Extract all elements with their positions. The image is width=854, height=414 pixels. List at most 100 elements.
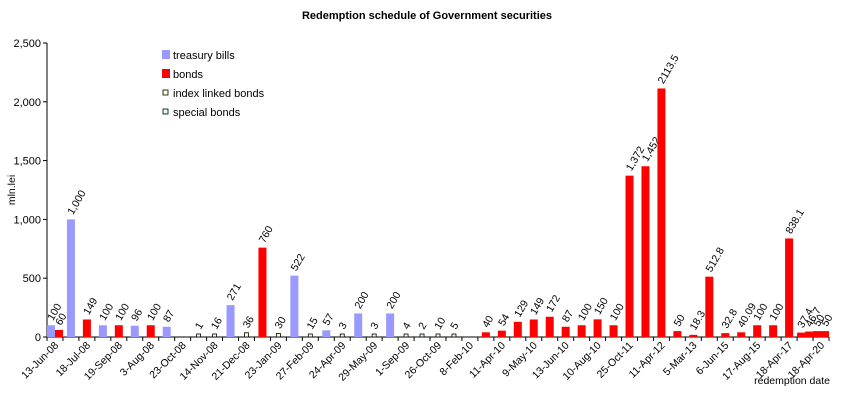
data-label: 3: [336, 320, 349, 331]
bar: [258, 247, 267, 337]
bar: [403, 333, 409, 338]
x-axis-title: redemption date: [754, 375, 830, 387]
bar: [689, 334, 698, 337]
bar: [737, 332, 746, 337]
bar: [813, 331, 822, 337]
data-label: 50: [811, 312, 827, 328]
data-label: 50: [672, 312, 688, 328]
data-label: 200: [352, 290, 371, 311]
bar: [497, 330, 506, 337]
legend-label: treasury bills: [173, 50, 235, 62]
legend-label: index linked bonds: [173, 88, 265, 100]
bar: [386, 313, 395, 337]
data-label: 54: [496, 312, 512, 328]
data-label: 36: [241, 314, 257, 330]
bar: [797, 332, 806, 337]
bar: [162, 326, 171, 337]
bar: [641, 166, 650, 337]
bar: [769, 325, 778, 337]
data-label: 271: [225, 281, 244, 302]
data-label: 522: [289, 252, 308, 273]
bar: [244, 332, 249, 338]
bar: [561, 326, 570, 337]
data-label: 150: [592, 296, 611, 317]
legend-swatch: [162, 69, 170, 78]
legend-label: special bonds: [173, 107, 241, 119]
bar: [226, 305, 235, 337]
bar: [705, 276, 714, 337]
legend-swatch: [162, 89, 169, 96]
data-label: 16: [209, 315, 225, 331]
data-label: 4: [400, 320, 413, 331]
plot-area: 05001,0001,5002,0002,50013-Jun-0818-Jul-…: [13, 38, 835, 384]
data-label: 100: [113, 301, 132, 322]
bar: [66, 219, 75, 337]
bar: [435, 333, 441, 338]
data-label: 18.3: [688, 309, 709, 333]
bar: [339, 333, 345, 338]
data-label: 30: [273, 315, 289, 331]
bar: [673, 331, 682, 337]
data-label: 200: [384, 290, 403, 311]
bar: [721, 333, 730, 337]
data-label: 512.8: [704, 245, 728, 274]
bar: [609, 325, 618, 337]
legend-label: bonds: [173, 69, 203, 81]
bar: [82, 319, 91, 337]
data-label: 2113.5: [656, 53, 682, 86]
data-label: 172: [544, 293, 563, 314]
bar: [354, 313, 363, 337]
data-label: 5: [448, 320, 461, 331]
bar: [451, 333, 457, 338]
data-label: 10: [432, 315, 448, 331]
data-label: 1,000: [65, 188, 89, 217]
bar: [146, 325, 155, 337]
chart-title: Redemption schedule of Government securi…: [302, 10, 552, 22]
bar: [577, 325, 586, 337]
data-label: 1: [193, 320, 206, 331]
bar: [371, 333, 377, 338]
bar: [785, 238, 794, 337]
bar: [545, 316, 554, 337]
y-tick-label: 0: [35, 332, 41, 344]
bar: [513, 321, 522, 337]
y-tick-label: 1,500: [13, 156, 41, 168]
y-tick-label: 2,500: [13, 38, 41, 50]
bar: [322, 330, 331, 337]
bar: [753, 325, 762, 337]
bar: [290, 275, 299, 337]
data-label: 100: [767, 301, 786, 322]
data-label: 2: [416, 320, 429, 331]
legend-swatch: [162, 50, 170, 59]
data-label: 838.1: [783, 207, 807, 236]
data-label: 40: [480, 314, 496, 330]
bar: [130, 325, 139, 337]
bar: [276, 333, 281, 338]
y-tick-label: 2,000: [13, 97, 41, 109]
bar: [625, 175, 634, 337]
data-label: 60: [53, 311, 69, 327]
bar: [481, 332, 490, 337]
data-label: 87: [560, 308, 576, 324]
x-category-label: 5-Mar-13: [661, 340, 700, 379]
legend: treasury bills bonds index linked bonds spe…: [162, 50, 265, 119]
bar: [54, 329, 63, 337]
data-label: 760: [257, 224, 276, 245]
bar: [114, 325, 123, 337]
y-axis-title: mln.lei: [6, 175, 18, 205]
bar: [593, 319, 602, 337]
data-label: 100: [608, 301, 627, 322]
data-label: 15: [305, 315, 321, 331]
bar: [821, 331, 830, 337]
bar: [657, 88, 666, 338]
y-tick-label: 500: [23, 273, 41, 285]
data-label: 50: [819, 312, 835, 328]
legend-swatch: [162, 108, 169, 115]
x-category-label: 13-Jun-08: [19, 340, 61, 382]
bar: [46, 325, 55, 337]
bar: [307, 333, 313, 338]
data-label: 87: [161, 308, 177, 324]
y-tick-label: 1,000: [13, 214, 41, 226]
bar: [805, 331, 814, 337]
